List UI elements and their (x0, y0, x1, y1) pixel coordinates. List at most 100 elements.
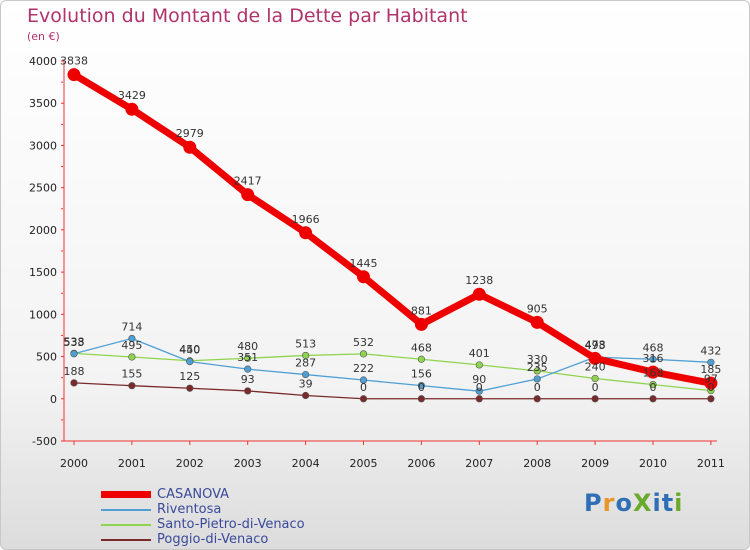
legend-item: Riventosa (101, 502, 305, 517)
data-point (704, 376, 718, 390)
data-label: 905 (527, 302, 548, 315)
data-label: 125 (179, 370, 200, 383)
data-label: 468 (643, 341, 664, 354)
data-point (649, 380, 657, 389)
data-label: 881 (411, 304, 432, 317)
y-tick-label: 3000 (29, 139, 57, 152)
data-label: 0 (592, 381, 599, 394)
data-label: 495 (121, 339, 142, 352)
y-tick-label: 0 (50, 393, 57, 406)
chart-title: Evolution du Montant de la Dette par Hab… (27, 5, 468, 27)
legend-item: CASANOVA (101, 487, 305, 502)
data-point (417, 382, 426, 390)
data-label: 480 (237, 340, 258, 353)
data-label: 2417 (234, 175, 262, 188)
data-label: 532 (353, 336, 374, 349)
data-label: 0 (360, 381, 367, 394)
legend-swatch (101, 508, 151, 511)
data-point (591, 374, 599, 383)
data-label: 235 (527, 361, 548, 374)
data-point (417, 395, 426, 403)
data-point (533, 375, 541, 383)
data-label: 513 (295, 337, 316, 350)
data-point (530, 315, 544, 329)
data-label: 2979 (176, 127, 204, 140)
data-point (128, 334, 136, 343)
y-tick-label: 3500 (29, 97, 57, 110)
data-point (533, 367, 541, 375)
y-tick-label: 4000 (29, 55, 57, 68)
x-tick-label: 2011 (697, 457, 725, 470)
data-point (533, 395, 541, 403)
legend-label: Riventosa (157, 502, 222, 517)
series-line-0 (70, 71, 715, 387)
data-point (707, 358, 715, 366)
x-tick-label: 2004 (292, 457, 320, 470)
data-label: 1966 (292, 213, 320, 226)
data-point (357, 270, 370, 284)
legend-swatch (101, 523, 151, 526)
legend-swatch (101, 491, 151, 498)
data-label: 222 (353, 362, 374, 375)
y-tick-label: 2000 (29, 224, 57, 237)
data-point (244, 365, 252, 373)
legend: CASANOVA Riventosa Santo-Pietro-di-Venaco P… (101, 487, 305, 547)
proxiti-logo: ProXiti (584, 489, 684, 517)
data-label: 39 (299, 377, 313, 390)
data-point (588, 351, 602, 365)
data-point (359, 376, 368, 384)
data-label: 533 (64, 336, 85, 349)
data-label: 188 (64, 365, 85, 378)
data-point (70, 379, 78, 387)
data-label: 493 (585, 339, 606, 352)
data-point (707, 395, 715, 403)
x-tick-label: 2001 (118, 457, 146, 470)
data-point (70, 350, 78, 358)
data-label: 316 (643, 352, 664, 365)
x-tick-label: 2006 (407, 457, 435, 470)
x-tick-label: 2009 (581, 457, 609, 470)
data-label: 714 (121, 320, 142, 333)
x-tick-label: 2000 (60, 457, 88, 470)
data-point (299, 226, 313, 240)
data-point (417, 355, 426, 363)
data-point (646, 365, 660, 379)
data-point (183, 140, 197, 154)
y-tick-label: 1000 (29, 308, 57, 321)
series-line-2 (73, 352, 712, 392)
y-tick-label: 2500 (29, 182, 57, 195)
data-label: 478 (585, 338, 606, 351)
data-label: 401 (469, 347, 490, 360)
data-label: 93 (241, 373, 255, 386)
data-point (649, 355, 657, 363)
data-point (475, 361, 483, 369)
data-point (472, 287, 486, 301)
data-point (244, 387, 252, 395)
x-tick-label: 2003 (234, 457, 262, 470)
data-label: 3838 (60, 55, 88, 68)
x-tick-label: 2002 (176, 457, 204, 470)
legend-item: Poggio-di-Venaco (101, 532, 305, 547)
data-label: 168 (643, 367, 664, 380)
data-point (414, 317, 428, 331)
data-point (241, 188, 255, 202)
data-point (128, 353, 136, 361)
x-tick-label: 2005 (350, 457, 378, 470)
data-label: 155 (121, 368, 142, 381)
y-tick-label: -500 (32, 435, 57, 448)
data-label: 0 (650, 381, 657, 394)
legend-label: Santo-Pietro-di-Venaco (157, 517, 305, 532)
data-label: 351 (237, 351, 258, 364)
data-label: 468 (411, 341, 432, 354)
data-point (244, 354, 252, 362)
data-label: 0 (476, 381, 483, 394)
data-point (302, 351, 310, 360)
legend-label: Poggio-di-Venaco (157, 532, 269, 547)
data-label: 1445 (350, 257, 378, 270)
data-label: 185 (700, 363, 721, 376)
data-point (359, 395, 368, 403)
data-label: 538 (64, 335, 85, 348)
data-point (475, 387, 483, 395)
data-label: 0 (707, 381, 714, 394)
